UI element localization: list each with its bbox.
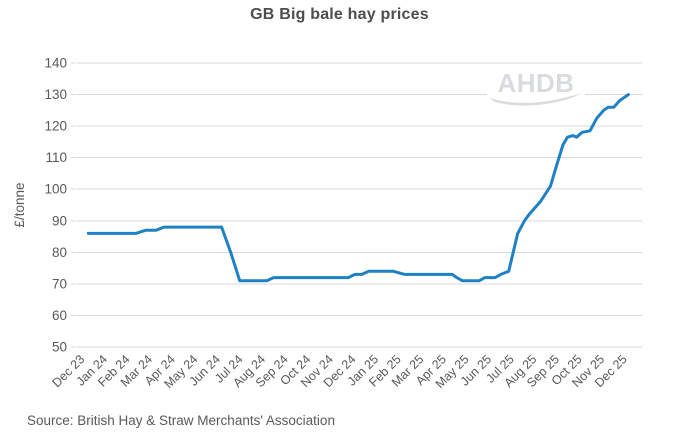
y-tick-label: 130 — [44, 87, 67, 102]
price-line — [86, 93, 630, 283]
y-tick-label: 50 — [52, 340, 67, 355]
y-tick-label: 60 — [52, 308, 67, 323]
y-tick-label: 120 — [44, 119, 67, 134]
y-tick-labels: 50 60 70 80 90 100 110 120 130 140 — [44, 56, 67, 355]
y-tick-label: 140 — [44, 56, 67, 71]
ahdb-watermark: AHDB — [487, 68, 585, 110]
ahdb-watermark-text: AHDB — [497, 69, 574, 98]
y-tick-label: 100 — [44, 182, 67, 197]
y-tick-label: 70 — [52, 276, 67, 291]
ahdb-swoosh-icon — [490, 93, 582, 106]
y-tick-marks — [71, 62, 76, 348]
chart-title: GB Big bale hay prices — [250, 6, 429, 23]
y-tick-label: 110 — [45, 150, 67, 165]
y-axis-title: £/tonne — [12, 182, 27, 227]
source-note: Source: British Hay & Straw Merchants' A… — [27, 413, 335, 428]
y-tick-label: 80 — [52, 245, 67, 260]
y-gridlines — [77, 62, 642, 348]
y-tick-label: 90 — [52, 213, 67, 228]
